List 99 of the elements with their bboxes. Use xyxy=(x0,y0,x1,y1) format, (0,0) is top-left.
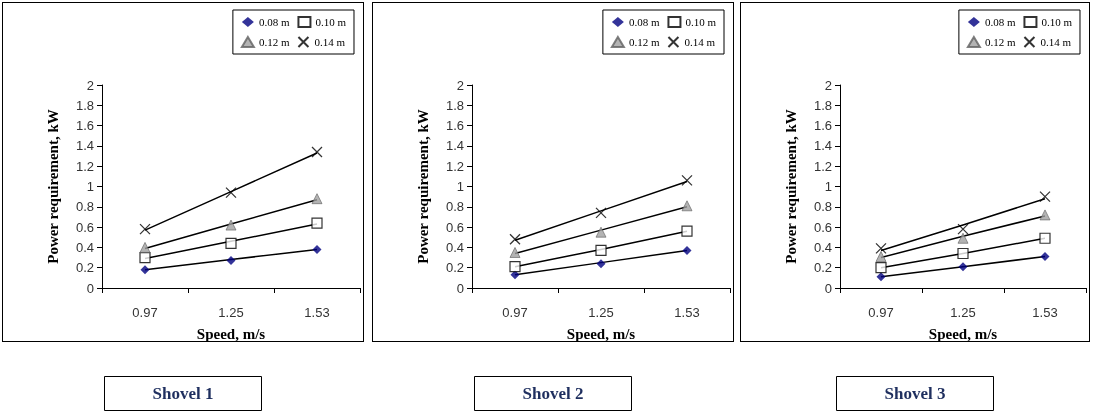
legend-label: 0.12 m xyxy=(984,36,1016,48)
y-tick-label: 0.2 xyxy=(813,260,832,276)
x-tick-label: 0.97 xyxy=(132,305,158,320)
y-tick-label: 0.4 xyxy=(75,239,94,255)
legend-label: 0.08 m xyxy=(628,16,660,28)
point xyxy=(596,259,606,269)
point xyxy=(509,261,521,273)
point xyxy=(682,245,692,255)
y-tick-label: 1.2 xyxy=(813,158,832,174)
point xyxy=(225,219,237,231)
y-tick-label: 0 xyxy=(86,280,94,296)
point xyxy=(876,272,886,282)
y-tick-label: 1.8 xyxy=(75,97,94,113)
point xyxy=(311,146,323,158)
y-tick-label: 0.4 xyxy=(813,239,832,255)
text: Shovel 3 xyxy=(884,384,946,403)
y-tick-label: 0.8 xyxy=(445,199,464,215)
point xyxy=(139,251,151,264)
point xyxy=(509,233,521,245)
point xyxy=(681,200,693,212)
legend-label: 0.08 m xyxy=(984,16,1016,28)
y-axis-title: Power requirement, kW xyxy=(414,109,431,264)
point xyxy=(1039,209,1051,221)
y-tick-label: 0.8 xyxy=(75,199,94,215)
y-tick-label: 0.6 xyxy=(813,219,832,235)
y-tick-label: 1 xyxy=(824,179,832,194)
point xyxy=(1039,232,1051,244)
y-tick-label: 0 xyxy=(456,280,464,296)
point xyxy=(226,256,236,266)
legend-label: 0.08 m xyxy=(258,16,290,28)
y-axis-title: Power requirement, kW xyxy=(44,109,61,264)
point xyxy=(311,217,323,229)
x-tick-label: 1.25 xyxy=(588,305,614,320)
legend-label: 0.12 m xyxy=(628,36,660,48)
x-tick-label: 1.25 xyxy=(950,305,976,320)
y-tick-label: 1.2 xyxy=(75,158,94,174)
point xyxy=(595,207,607,219)
legend-label: 0.12 m xyxy=(258,36,290,48)
x-tick-label: 0.97 xyxy=(502,305,528,320)
x-tick-label: 1.53 xyxy=(674,305,700,320)
legend-label: 0.14 m xyxy=(314,36,346,48)
y-tick-label: 1.8 xyxy=(813,97,832,113)
y-tick-label: 0.2 xyxy=(445,260,464,276)
point xyxy=(957,232,969,244)
point xyxy=(958,262,968,272)
y-tick-label: 0.4 xyxy=(445,239,464,255)
y-tick-label: 2 xyxy=(824,77,832,93)
text: Shovel 1 xyxy=(152,384,214,403)
point xyxy=(312,244,322,254)
x-tick-label: 0.97 xyxy=(868,305,894,320)
x-tick-label: 1.25 xyxy=(218,305,244,320)
point xyxy=(957,223,969,235)
y-tick-label: 0 xyxy=(824,280,832,296)
legend-label: 0.10 m xyxy=(1041,16,1073,28)
legend-label: 0.10 m xyxy=(315,16,347,28)
y-tick-label: 1 xyxy=(86,179,94,194)
y-tick-label: 1.2 xyxy=(445,158,464,174)
y-tick-label: 1.4 xyxy=(445,138,464,154)
y-tick-label: 0.2 xyxy=(75,260,94,276)
y-tick-label: 0.6 xyxy=(445,219,464,235)
point xyxy=(140,265,150,275)
y-tick-label: 0.8 xyxy=(813,199,832,215)
point xyxy=(510,270,520,280)
x-axis-title: Speed, m/s xyxy=(196,325,266,342)
y-tick-label: 1.8 xyxy=(445,97,464,113)
legend-label: 0.14 m xyxy=(1040,36,1072,48)
legend-label: 0.14 m xyxy=(684,36,716,48)
y-tick-label: 2 xyxy=(86,77,94,93)
point xyxy=(225,186,237,199)
point xyxy=(225,237,237,249)
point xyxy=(681,225,693,237)
legend-label: 0.10 m xyxy=(685,16,717,28)
x-tick-label: 1.53 xyxy=(1032,305,1058,320)
x-tick-label: 1.53 xyxy=(304,305,330,320)
x-axis-title: Speed, m/s xyxy=(566,325,636,342)
text: Shovel 2 xyxy=(522,384,584,403)
y-axis-title: Power requirement, kW xyxy=(782,109,799,264)
point xyxy=(875,242,887,255)
x-axis-title: Speed, m/s xyxy=(928,325,998,342)
y-tick-label: 1.6 xyxy=(75,118,94,134)
y-tick-label: 1.6 xyxy=(445,118,464,134)
y-tick-label: 2 xyxy=(456,77,464,93)
point xyxy=(595,226,607,238)
y-tick-label: 1.6 xyxy=(813,118,832,134)
point xyxy=(311,193,323,205)
y-tick-label: 1 xyxy=(456,179,464,194)
point xyxy=(875,251,887,262)
point xyxy=(595,244,607,257)
point xyxy=(681,174,693,187)
point xyxy=(1039,191,1051,203)
point xyxy=(139,223,151,235)
point xyxy=(1040,252,1050,262)
y-tick-label: 1.4 xyxy=(75,138,94,154)
point xyxy=(957,247,969,260)
y-tick-label: 0.6 xyxy=(75,219,94,235)
point xyxy=(875,262,887,274)
point xyxy=(509,247,521,258)
y-tick-label: 1.4 xyxy=(813,138,832,154)
point xyxy=(139,242,151,253)
